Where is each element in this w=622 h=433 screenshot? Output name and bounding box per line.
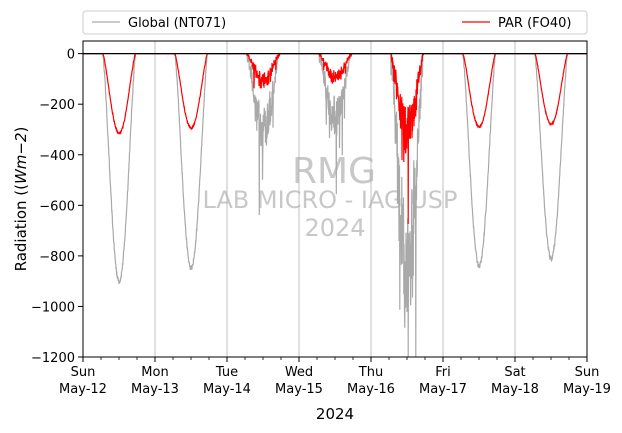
legend: Global (NT071) PAR (FO40) — [82, 10, 588, 35]
x-axis: Sun May-12 Mon May-13 Tue May-14 Wed May-15 Thu M… — [59, 357, 611, 397]
x-tick-label-day-3: Wed — [285, 365, 313, 380]
y-tick-label-5: −1000 — [31, 300, 75, 315]
legend-label-par: PAR (FO40) — [498, 16, 571, 31]
watermark: RMG LAB MICRO - IAG USP 2024 — [202, 151, 457, 242]
x-tick-label-date-0: May-12 — [59, 382, 107, 397]
x-tick-label-day-7: Sun — [575, 365, 600, 380]
legend-frame — [82, 10, 588, 35]
y-tick-label-3: −600 — [39, 199, 75, 214]
x-tick-label-date-7: May-19 — [563, 382, 611, 397]
watermark-line-2: LAB MICRO - IAG USP — [202, 186, 457, 214]
y-tick-label-1: −200 — [39, 98, 75, 113]
x-tick-label-date-5: May-17 — [419, 382, 467, 397]
y-axis: 0 −200 −400 −600 −800 −1000 −1200 — [31, 48, 83, 366]
y-tick-label-6: −1200 — [31, 351, 75, 366]
watermark-line-3: 2024 — [304, 214, 365, 242]
y-axis-title: Radiation ((Wm−2) — [12, 127, 30, 272]
legend-label-global: Global (NT071) — [128, 16, 226, 31]
x-tick-label-date-2: May-14 — [203, 382, 251, 397]
y-tick-label-0: 0 — [67, 48, 75, 63]
y-tick-label-2: −400 — [39, 149, 75, 164]
x-tick-label-date-6: May-18 — [491, 382, 539, 397]
x-tick-label-date-4: May-16 — [347, 382, 395, 397]
x-tick-label-day-2: Tue — [215, 365, 238, 380]
x-tick-label-date-3: May-15 — [275, 382, 323, 397]
x-tick-label-day-5: Fri — [435, 365, 451, 380]
x-tick-label-day-4: Thu — [358, 365, 383, 380]
grid-lines — [154, 41, 516, 357]
x-tick-label-day-6: Sat — [504, 365, 525, 380]
x-tick-label-day-0: Sun — [71, 365, 96, 380]
x-tick-label-date-1: May-13 — [131, 382, 179, 397]
x-tick-label-day-1: Mon — [141, 365, 168, 380]
watermark-line-1: RMG — [292, 151, 376, 192]
y-tick-label-4: −800 — [39, 250, 75, 265]
x-axis-title: 2024 — [316, 405, 354, 423]
